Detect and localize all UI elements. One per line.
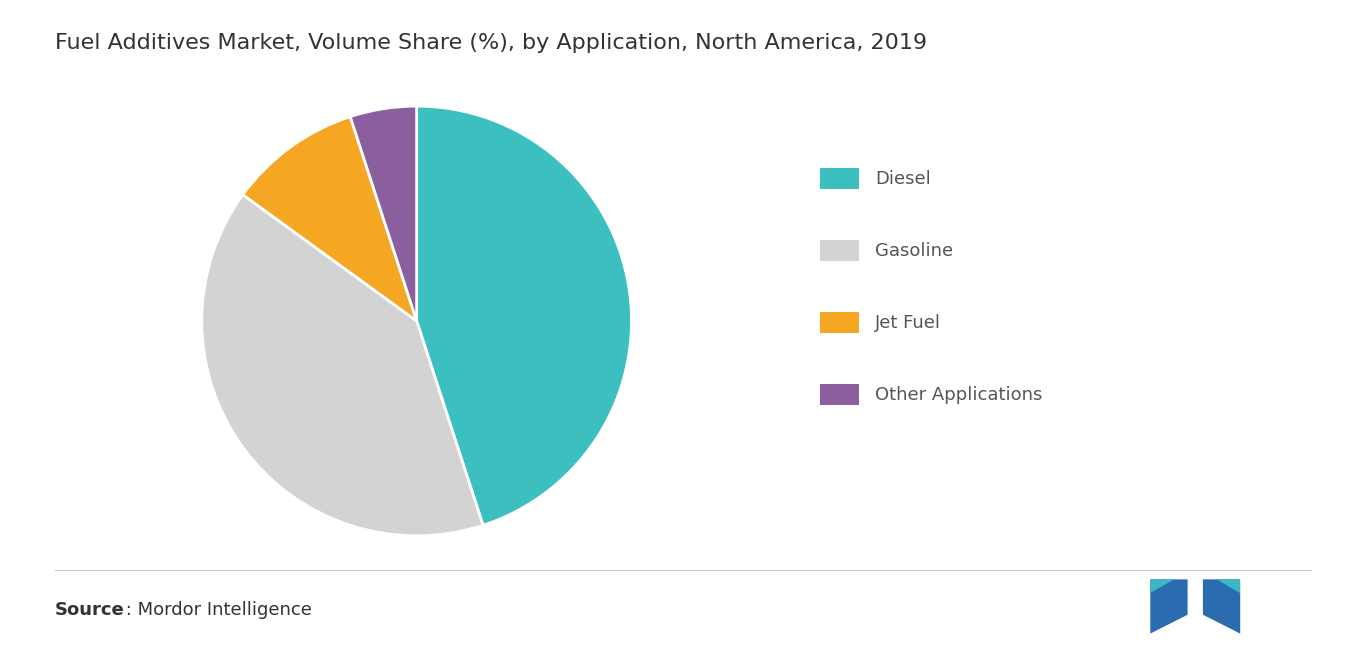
Polygon shape xyxy=(1150,579,1175,593)
Polygon shape xyxy=(1203,579,1240,633)
Wedge shape xyxy=(417,106,631,525)
Text: Fuel Additives Market, Volume Share (%), by Application, North America, 2019: Fuel Additives Market, Volume Share (%),… xyxy=(55,33,926,53)
Text: Other Applications: Other Applications xyxy=(876,386,1042,404)
Wedge shape xyxy=(202,195,484,536)
Wedge shape xyxy=(243,117,417,321)
Text: : Mordor Intelligence: : Mordor Intelligence xyxy=(120,601,311,619)
Wedge shape xyxy=(350,106,417,321)
Text: Source: Source xyxy=(55,601,124,619)
Polygon shape xyxy=(1150,579,1187,633)
Text: Jet Fuel: Jet Fuel xyxy=(876,314,941,332)
Text: Diesel: Diesel xyxy=(876,170,932,188)
Polygon shape xyxy=(1216,579,1240,593)
Text: Gasoline: Gasoline xyxy=(876,242,953,260)
